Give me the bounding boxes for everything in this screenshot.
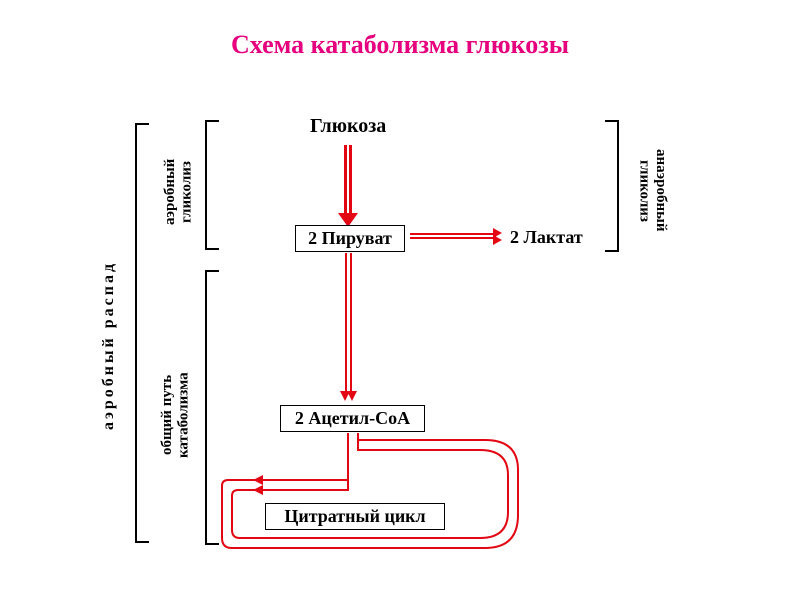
node-pyruvate: 2 Пируват (295, 225, 405, 252)
common-path-text: общий путькатаболизма (159, 372, 192, 458)
arrow-pyruvate-acetyl (345, 253, 352, 393)
label-aerobic-decay: аэробный распад (100, 155, 118, 535)
label-aerobic-glycolysis: аэробныйгликолиз (162, 127, 195, 257)
aerobic-decay-text: аэробный распад (100, 260, 117, 429)
citrate-cycle-shape (220, 430, 540, 560)
bracket-left-inner-bottom (205, 270, 219, 545)
glucose-label: Глюкоза (310, 115, 386, 137)
bracket-right (605, 120, 619, 252)
diagram-title: Схема катаболизма глюкозы (0, 0, 800, 75)
cycle-label: Цитратный цикл (284, 506, 425, 526)
acetyl-label: 2 Ацетил-CoA (295, 408, 410, 428)
aerobic-glycolysis-text: аэробныйгликолиз (162, 159, 195, 225)
pyruvate-label: 2 Пируват (308, 228, 392, 248)
title-text: Схема катаболизма глюкозы (231, 30, 569, 59)
arrowhead-lactate-2 (493, 235, 502, 245)
node-cycle: Цитратный цикл (265, 503, 445, 530)
bracket-left-outer (135, 123, 149, 543)
anaerobic-glycolysis-text: анаэробныйгликолиз (637, 149, 670, 231)
node-glucose: Глюкоза (310, 115, 386, 138)
catabolism-diagram: Глюкоза [data-name="arrow-glucose-pyruva… (0, 75, 800, 615)
label-anaerobic-glycolysis: анаэробныйгликолиз (636, 123, 669, 258)
node-acetyl: 2 Ацетил-CoA (280, 405, 425, 432)
label-common-path: общий путькатаболизма (159, 325, 192, 505)
node-lactate: 2 Лактат (510, 227, 583, 248)
arrowhead-acetyl-2 (347, 391, 357, 401)
arrow-pyruvate-lactate (410, 233, 495, 239)
lactate-label: 2 Лактат (510, 227, 583, 247)
arrow-glucose-pyruvate (344, 145, 352, 217)
bracket-left-inner-top (205, 120, 219, 250)
